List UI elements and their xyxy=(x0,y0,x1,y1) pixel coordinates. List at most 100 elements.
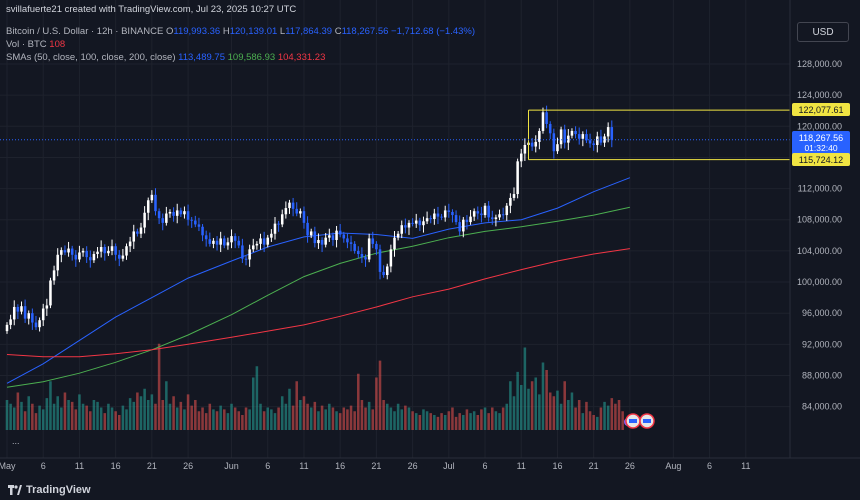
candlesticks[interactable] xyxy=(5,105,614,334)
time-tick-label: 16 xyxy=(335,461,345,471)
price-tick-label: 100,000.00 xyxy=(797,277,842,287)
candle-body xyxy=(556,144,559,152)
volume-bar xyxy=(23,411,27,430)
sma-lines xyxy=(6,177,631,388)
time-tick-label: 21 xyxy=(589,461,599,471)
currency-button[interactable]: USD xyxy=(797,22,849,42)
symbol-title[interactable]: Bitcoin / U.S. Dollar · 12h · BINANCE xyxy=(6,26,164,37)
candle-body xyxy=(451,211,454,216)
volume-bar xyxy=(27,396,30,430)
sma50-line xyxy=(6,177,631,384)
footer-bar xyxy=(0,482,860,500)
volume-bar xyxy=(335,411,338,430)
horizontal-levels[interactable] xyxy=(0,109,790,161)
volume-bar xyxy=(556,390,559,430)
candle-body xyxy=(516,161,519,195)
candle-body xyxy=(574,130,577,135)
candle-body xyxy=(353,243,356,251)
candle-body xyxy=(183,211,186,215)
sma-legend[interactable]: SMAs (50, close, 100, close, 200, close)… xyxy=(6,52,325,63)
candle-body xyxy=(349,242,353,244)
volume-bar xyxy=(190,405,193,430)
price-tags: 122,077.61 118,267.56 01:32:40 115,724.1… xyxy=(792,103,850,166)
candle-body xyxy=(12,306,16,320)
volume-bar xyxy=(295,381,298,430)
time-tick-label: 11 xyxy=(741,461,750,471)
candle-body xyxy=(378,249,382,272)
candle-body xyxy=(255,243,259,246)
volume-bar xyxy=(422,409,425,430)
candle-body xyxy=(346,238,349,243)
candle-body xyxy=(494,217,498,219)
volume-bar xyxy=(393,411,396,430)
volume-bar xyxy=(545,370,548,430)
time-tick-label: 11 xyxy=(517,461,526,471)
candle-body xyxy=(70,248,74,255)
volume-bar xyxy=(436,416,440,430)
candle-body xyxy=(186,211,190,220)
candle-body xyxy=(259,238,262,244)
candle-body xyxy=(168,211,172,214)
volume-bar xyxy=(85,405,88,430)
volume-bar xyxy=(186,394,190,430)
candle-body xyxy=(596,136,599,145)
time-tick-label: 26 xyxy=(625,461,635,471)
candle-body xyxy=(49,280,52,306)
candle-body xyxy=(577,134,581,139)
time-tick-label: 6 xyxy=(483,461,488,471)
collapse-dots[interactable]: ... xyxy=(12,436,20,446)
volume-bar xyxy=(89,411,92,430)
volume-bar xyxy=(443,415,447,430)
candle-body xyxy=(299,211,302,214)
volume-bar xyxy=(404,405,407,430)
volume-bar xyxy=(38,405,41,430)
volume-bar xyxy=(581,413,585,430)
candle-body xyxy=(212,240,215,244)
candle-body xyxy=(389,249,393,267)
volume-bar xyxy=(567,400,570,430)
volume-bar xyxy=(425,411,429,430)
time-axis[interactable]: May 6 11 16 21 26 Jun 6 11 16 21 26 Jul 6 11 16 21 26 Aug 6… xyxy=(0,461,750,471)
time-tick-label: 21 xyxy=(147,461,157,471)
candle-body xyxy=(266,237,270,245)
volume-bar xyxy=(114,411,117,430)
volume-bar xyxy=(306,403,309,430)
candle-body xyxy=(121,255,125,259)
volume-bar xyxy=(487,413,490,430)
volume-bar xyxy=(563,381,566,430)
symbol-legend[interactable]: Bitcoin / U.S. Dollar · 12h · BINANCE O1… xyxy=(6,26,475,37)
volume-bar xyxy=(491,407,494,430)
candle-body xyxy=(357,250,360,255)
candle-body xyxy=(81,250,85,253)
sma50-value: 113,489.75 xyxy=(178,52,225,63)
candle-body xyxy=(60,250,63,255)
volume-bar xyxy=(165,381,168,430)
candle-body xyxy=(107,250,110,254)
candle-body xyxy=(277,223,280,225)
candle-body xyxy=(223,238,226,246)
candle-body xyxy=(523,144,527,154)
volume-bar xyxy=(20,401,23,430)
candle-body xyxy=(96,251,99,255)
candle-body xyxy=(480,213,483,216)
volume-bar xyxy=(451,407,454,430)
us-flag-event-icon-canton xyxy=(629,419,637,423)
candle-body xyxy=(27,313,30,319)
candle-body xyxy=(230,236,233,243)
volume-bar xyxy=(338,413,342,430)
candle-body xyxy=(581,134,585,139)
volume-legend[interactable]: Vol · BTC 108 xyxy=(6,39,65,50)
event-badges[interactable] xyxy=(624,413,655,429)
volume-bar xyxy=(371,409,375,430)
candle-body xyxy=(99,247,103,252)
volume-bar xyxy=(128,398,132,430)
volume-bar xyxy=(70,401,74,430)
volume-bar xyxy=(527,388,530,430)
volume-bar xyxy=(270,409,273,430)
candle-body xyxy=(483,205,487,216)
candle-body xyxy=(143,212,146,228)
volume-bar xyxy=(154,403,157,430)
candle-body xyxy=(498,214,501,218)
candle-body xyxy=(241,245,244,259)
